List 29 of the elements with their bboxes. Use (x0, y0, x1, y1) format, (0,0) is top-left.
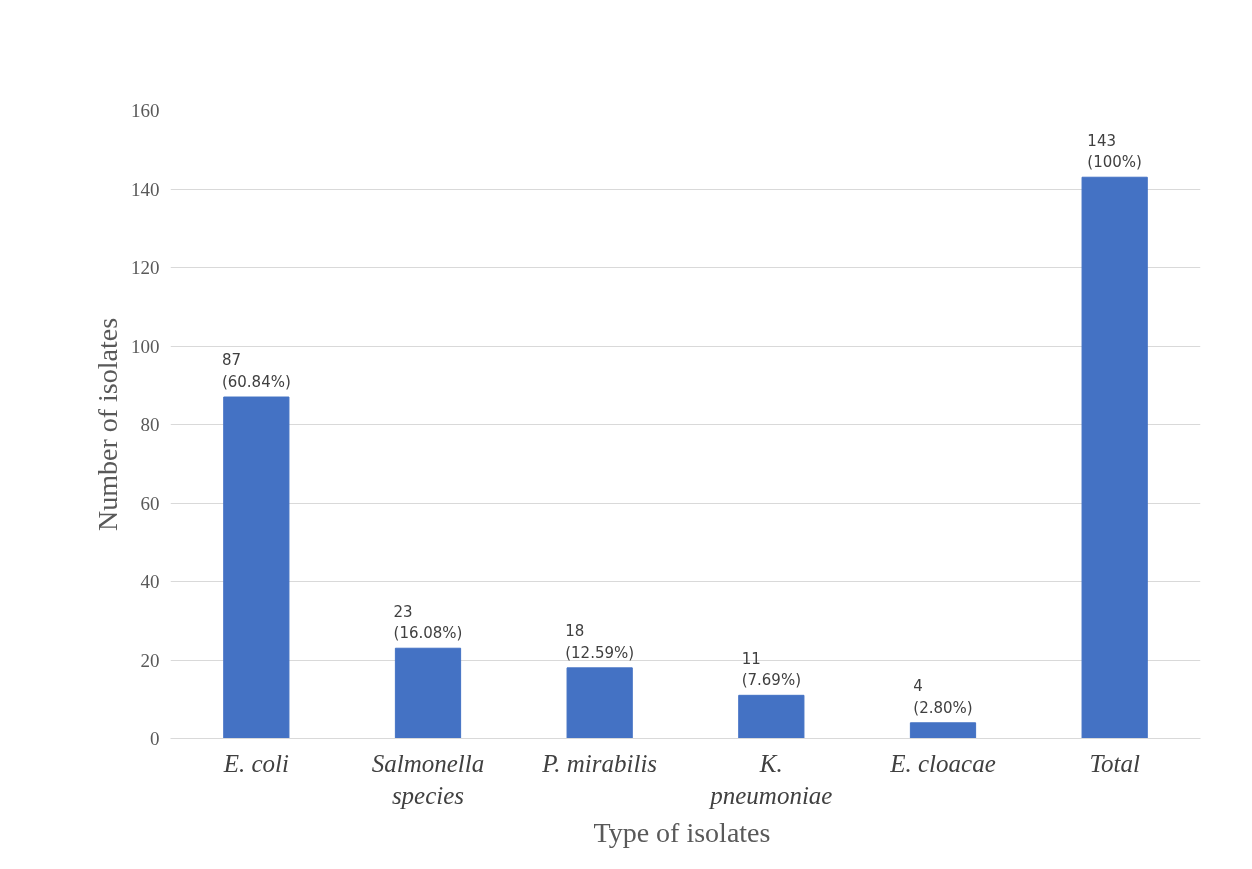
x-tick-label: E. cloacae (889, 749, 996, 777)
x-tick-label: Total (1089, 749, 1140, 777)
y-axis-title: Number of isolates (92, 317, 123, 532)
data-label: 11 (7.69%) (741, 649, 802, 690)
y-tick-label: 80 (140, 414, 160, 435)
bar (1081, 176, 1148, 739)
data-label: 4 (2.80%) (913, 677, 973, 717)
bar (566, 667, 633, 739)
y-tick-label: 140 (131, 178, 160, 200)
y-tick-label: 20 (140, 649, 160, 671)
bar (738, 694, 805, 739)
x-tick-label: Salmonella species (371, 749, 485, 809)
bar (223, 396, 290, 739)
x-tick-label: P. mirabilis (541, 749, 658, 777)
x-tick-label: K. pneumoniae (708, 749, 833, 809)
y-tick-label: 100 (131, 335, 160, 357)
data-label: 143 (100%) (1087, 131, 1142, 172)
bar (394, 647, 462, 739)
y-tick-label: 60 (140, 492, 160, 514)
x-tick-label: E. coli (222, 749, 290, 777)
x-axis-title: Type of isolates (593, 816, 771, 848)
data-label: 23 (16.08%) (393, 602, 463, 643)
y-tick-label: 0 (150, 728, 160, 749)
y-tick-label: 40 (140, 571, 160, 592)
y-tick-label: 160 (131, 100, 160, 121)
data-label: 87 (60.84%) (221, 351, 291, 392)
y-tick-label: 120 (131, 257, 160, 278)
bar (909, 722, 977, 739)
data-label: 18 (12.59%) (565, 622, 635, 662)
